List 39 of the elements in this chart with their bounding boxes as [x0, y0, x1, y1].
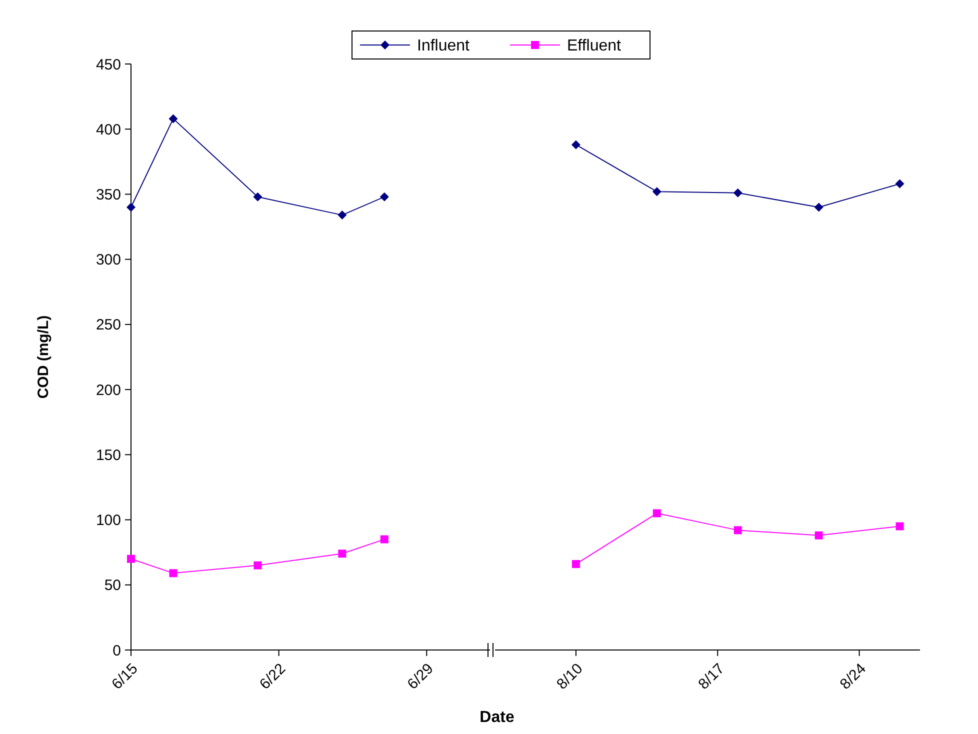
- point: [652, 187, 662, 196]
- y-tick-label: 250: [96, 316, 121, 334]
- point: [338, 210, 347, 220]
- point: [896, 522, 904, 530]
- y-tick-label: 150: [96, 446, 121, 464]
- point: [572, 560, 580, 568]
- y-tick-label: 100: [96, 512, 121, 530]
- point: [338, 550, 346, 558]
- y-tick-label: 400: [96, 121, 121, 138]
- point: [380, 192, 389, 202]
- y-axis-title: COD (mg/L): [35, 315, 52, 399]
- point: [127, 554, 135, 563]
- x-tick-label: 8/24: [836, 660, 870, 693]
- point: [733, 188, 742, 198]
- point: [253, 192, 262, 202]
- point: [895, 179, 904, 188]
- point: [571, 140, 580, 150]
- x-tick-label: 6/15: [108, 660, 142, 693]
- point: [814, 202, 824, 212]
- y-tick-label: 0: [112, 642, 121, 660]
- point: [168, 114, 178, 124]
- y-tick-label: 300: [96, 252, 121, 269]
- legend-label: Influent: [417, 38, 470, 55]
- y-tick-label: 50: [104, 577, 121, 594]
- x-tick-label: 6/22: [256, 660, 290, 693]
- y-tick-label: 450: [96, 56, 121, 74]
- x-tick-label: 6/29: [404, 660, 437, 693]
- y-tick-label: 350: [96, 186, 121, 204]
- x-tick-label: 8/10: [554, 660, 586, 693]
- point: [126, 202, 136, 212]
- point: [652, 509, 661, 518]
- y-tick-label: 200: [96, 382, 121, 399]
- point: [734, 526, 742, 534]
- legend-label: Effluent: [567, 38, 622, 55]
- point: [169, 569, 178, 578]
- point: [254, 561, 262, 570]
- point: [814, 531, 823, 540]
- point: [380, 535, 388, 544]
- x-axis-title: Date: [480, 709, 514, 726]
